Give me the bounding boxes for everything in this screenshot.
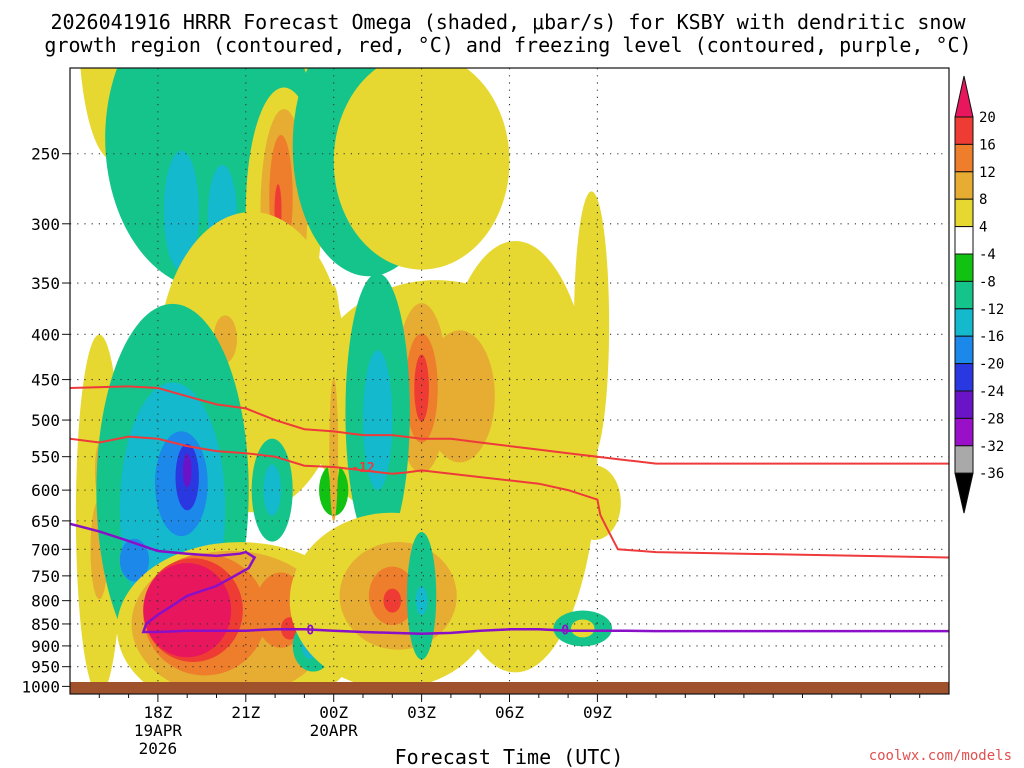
colorbar-label-3: 8 xyxy=(979,192,987,208)
colorbar-label-10: -24 xyxy=(979,384,1004,400)
colorbar-box-8 xyxy=(954,335,974,365)
colorbar-bottom-arrow xyxy=(954,472,974,514)
chart-title-line-1: 2026041916 HRRR Forecast Omega (shaded, … xyxy=(50,10,966,34)
omega-region-20 xyxy=(414,354,429,422)
ground-strip xyxy=(70,682,949,694)
colorbar-label-8: -16 xyxy=(979,329,1004,345)
y-tick-label-350: 350 xyxy=(31,274,60,293)
colorbar-label-11: -28 xyxy=(979,411,1004,427)
y-tick-label-450: 450 xyxy=(31,371,60,390)
y-tick-label-400: 400 xyxy=(31,325,60,344)
colorbar-label-13: -36 xyxy=(979,466,1004,482)
x-tick-label-03Z: 03Z xyxy=(407,703,436,722)
colorbar-label-5: -4 xyxy=(979,247,996,263)
colorbar-box-0 xyxy=(954,116,974,145)
x-tick-label-21Z: 21Z xyxy=(231,703,260,722)
terrain-strip xyxy=(70,682,949,694)
y-tick-label-550: 550 xyxy=(31,448,60,467)
colorbar-box-2 xyxy=(954,171,974,200)
omega-region-55 xyxy=(571,619,595,638)
dgz-lower-isotherm xyxy=(70,435,949,559)
colorbar-box-7 xyxy=(954,308,974,337)
colorbar-label-1: 16 xyxy=(979,137,996,153)
y-tick-label-250: 250 xyxy=(31,145,60,164)
colorbar-label-4: 4 xyxy=(979,220,987,236)
y-tick-label-500: 500 xyxy=(31,411,60,430)
dgz-label: -12 xyxy=(351,461,374,476)
omega-region-11 xyxy=(333,68,510,270)
y-tick-label-300: 300 xyxy=(31,215,60,234)
freezing-label-1: 0 xyxy=(561,623,569,638)
x-axis-title: Forecast Time (UTC) xyxy=(395,745,624,768)
colorbar-legend: 20 16 12 8 4 -4 -8 -12 -16 -20 -24 -28 -32 -36 xyxy=(954,75,1004,514)
omega-region-21 xyxy=(573,191,610,458)
freezing-level-line xyxy=(70,522,949,636)
colorbar-label-12: -32 xyxy=(979,439,1004,455)
omega-region-51 xyxy=(383,588,402,613)
colorbar-box-1 xyxy=(954,143,974,173)
x-tick-date-20APR: 20APR xyxy=(310,721,359,740)
colorbar-label-6: -8 xyxy=(979,274,996,290)
omega-region-34 xyxy=(119,538,150,582)
freezing-label-0: 0 xyxy=(306,623,314,638)
colorbar-box-9 xyxy=(954,363,974,392)
y-tick-label-700: 700 xyxy=(31,540,60,559)
y-tick-label-900: 900 xyxy=(31,637,60,656)
y-tick-label-600: 600 xyxy=(31,481,60,500)
y-tick-label-850: 850 xyxy=(31,615,60,634)
colorbar-label-0: 20 xyxy=(979,110,996,126)
colorbar-label-9: -20 xyxy=(979,357,1004,373)
omega-shading xyxy=(75,68,621,694)
colorbar-label-2: 12 xyxy=(979,165,996,181)
isotherm-lines: -12 0 0 xyxy=(70,385,949,638)
y-tick-label-650: 650 xyxy=(31,512,60,531)
omega-region-12 xyxy=(449,135,470,182)
omega-region-53 xyxy=(415,586,428,616)
dgz-upper-isotherm xyxy=(70,385,949,465)
y-tick-label-800: 800 xyxy=(31,592,60,611)
x-tick-label-09Z: 09Z xyxy=(583,703,612,722)
colorbar-box-11 xyxy=(954,417,974,447)
colorbar-top-arrow xyxy=(954,75,974,118)
colorbar-box-12 xyxy=(954,445,974,474)
omega-region-36 xyxy=(182,453,192,488)
colorbar-box-5 xyxy=(954,253,974,282)
colorbar-box-6 xyxy=(954,280,974,310)
y-tick-label-1000: 1000 xyxy=(21,677,60,696)
y-tick-label-950: 950 xyxy=(31,658,60,677)
omega-region-22 xyxy=(568,465,621,541)
chart-title-line-2: growth region (contoured, red, °C) and f… xyxy=(44,33,971,57)
colorbar-box-10 xyxy=(954,390,974,419)
colorbar-label-7: -12 xyxy=(979,302,1004,318)
x-tick-label-18Z: 18Z xyxy=(143,703,172,722)
credit-text: coolwx.com/models xyxy=(869,748,1012,764)
pressure-axis: 250 300 350 400 450 500 550 600 650 700 750 800 850 9… xyxy=(21,145,70,696)
omega-region-43 xyxy=(143,563,232,658)
x-tick-year-2026: 2026 xyxy=(139,739,178,758)
x-tick-date-19APR: 19APR xyxy=(134,721,183,740)
colorbar-box-3 xyxy=(954,198,974,228)
x-tick-label-00Z: 00Z xyxy=(319,703,348,722)
x-tick-label-06Z: 06Z xyxy=(495,703,524,722)
y-tick-label-750: 750 xyxy=(31,567,60,586)
omega-region-3 xyxy=(163,150,199,271)
omega-region-27 xyxy=(363,350,393,490)
colorbar-box-4 xyxy=(954,226,974,255)
